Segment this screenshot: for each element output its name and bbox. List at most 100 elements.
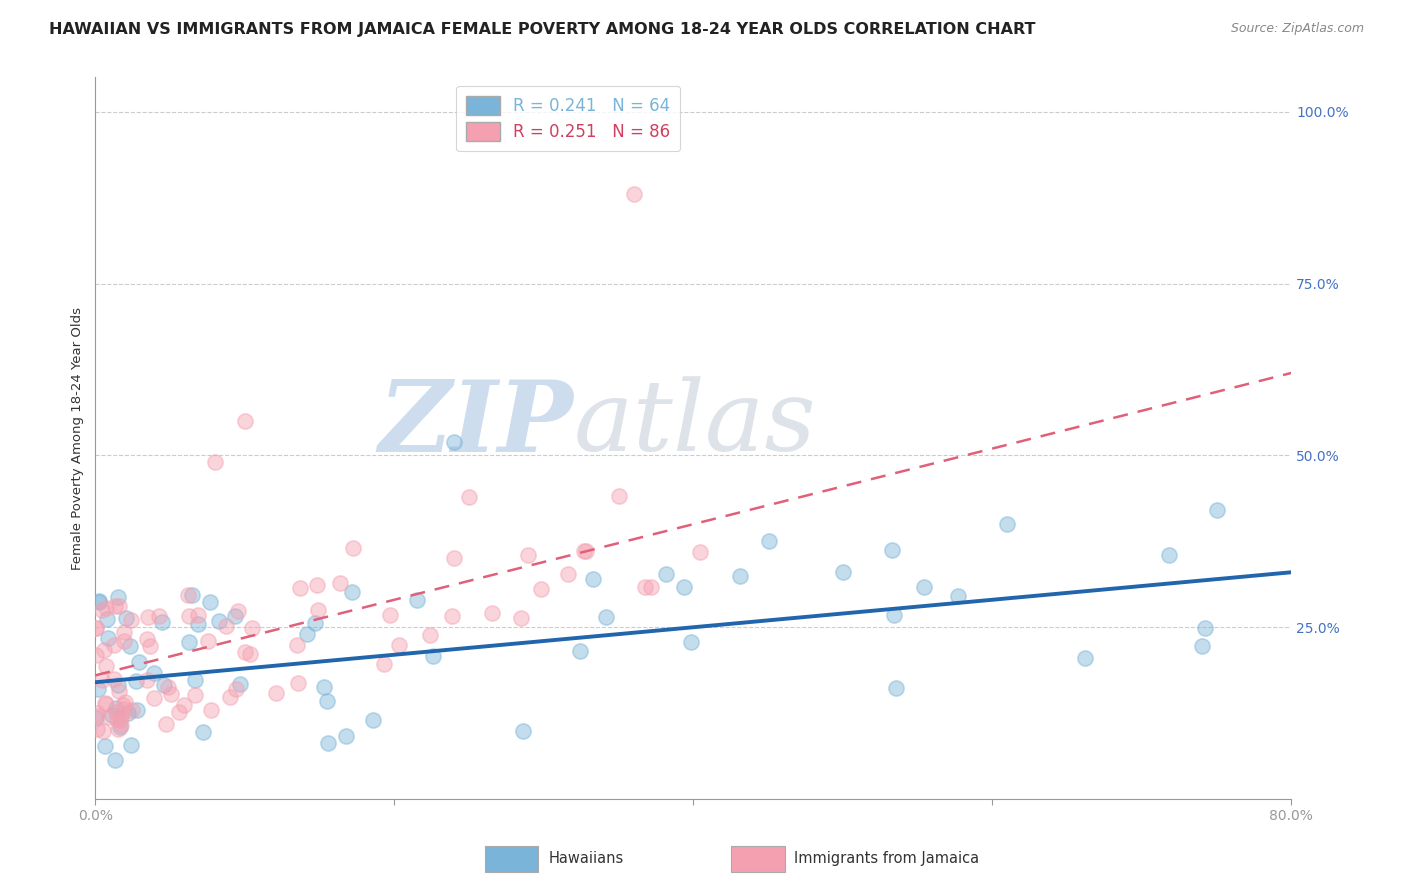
Point [104, 701, 127, 715]
Point [84, 709, 107, 723]
Point [84, 621, 107, 635]
Point [96, 612, 118, 626]
Point [121, 703, 143, 717]
Point [91, 673, 114, 687]
Point [679, 634, 702, 648]
Point [884, 681, 907, 695]
Point [204, 455, 226, 469]
Point [97, 631, 120, 645]
Legend: R = 0.241   N = 64, R = 0.251   N = 86: R = 0.241 N = 64, R = 0.251 N = 86 [457, 86, 681, 151]
Point [110, 718, 132, 732]
Point [110, 709, 132, 723]
Point [84, 648, 107, 662]
Point [179, 635, 201, 649]
Point [160, 687, 183, 701]
Point [312, 680, 335, 694]
Point [153, 678, 176, 692]
Point [946, 589, 969, 603]
Point [200, 595, 222, 609]
Point [510, 610, 533, 624]
Point [215, 618, 238, 632]
Y-axis label: Female Poverty Among 18-24 Year Olds: Female Poverty Among 18-24 Year Olds [72, 307, 84, 570]
Point [654, 566, 676, 581]
Point [361, 713, 384, 727]
Point [623, 187, 645, 202]
Point [419, 628, 441, 642]
Point [831, 566, 853, 580]
Text: Hawaiians: Hawaiians [548, 852, 624, 866]
Point [103, 638, 125, 652]
Point [112, 625, 135, 640]
Point [640, 580, 662, 594]
Point [517, 548, 540, 562]
Point [233, 645, 256, 659]
Point [335, 729, 357, 743]
Point [157, 680, 180, 694]
Point [183, 689, 205, 703]
Point [240, 621, 263, 635]
Point [530, 582, 553, 597]
Point [288, 581, 311, 595]
Point [136, 673, 159, 687]
Point [127, 703, 149, 717]
Point [93, 642, 115, 657]
Point [108, 720, 131, 734]
Point [575, 543, 598, 558]
Point [373, 657, 395, 671]
Point [228, 677, 250, 691]
Point [1205, 503, 1227, 517]
Point [673, 580, 696, 594]
Point [187, 616, 209, 631]
Point [114, 702, 136, 716]
Point [136, 632, 159, 646]
Point [139, 639, 162, 653]
Point [150, 615, 173, 630]
Point [1194, 621, 1216, 635]
Point [97, 709, 120, 723]
Point [388, 638, 411, 652]
Text: HAWAIIAN VS IMMIGRANTS FROM JAMAICA FEMALE POVERTY AMONG 18-24 YEAR OLDS CORRELA: HAWAIIAN VS IMMIGRANTS FROM JAMAICA FEMA… [49, 22, 1036, 37]
Text: ZIP: ZIP [378, 376, 574, 472]
Point [224, 609, 246, 624]
Point [264, 686, 287, 700]
Point [689, 545, 711, 559]
Point [108, 713, 131, 727]
Point [568, 643, 591, 657]
Point [86, 722, 108, 736]
Point [173, 698, 195, 712]
Point [883, 608, 905, 623]
Point [120, 738, 142, 752]
Point [155, 717, 177, 731]
Point [1191, 639, 1213, 653]
Point [441, 608, 464, 623]
Point [225, 681, 247, 696]
Point [111, 698, 134, 712]
Point [607, 489, 630, 503]
Point [285, 638, 308, 652]
Point [581, 572, 603, 586]
Point [103, 673, 125, 687]
Point [197, 634, 219, 648]
Point [107, 599, 129, 614]
Point [512, 723, 534, 738]
Point [634, 580, 657, 594]
Point [143, 691, 166, 706]
Point [120, 613, 142, 627]
Text: Source: ZipAtlas.com: Source: ZipAtlas.com [1230, 22, 1364, 36]
Point [882, 543, 904, 558]
Point [86, 621, 108, 635]
Point [143, 665, 166, 680]
Point [340, 584, 363, 599]
Point [912, 580, 935, 594]
Point [104, 753, 127, 767]
Point [101, 707, 124, 722]
Point [128, 655, 150, 669]
Point [1157, 548, 1180, 562]
Point [728, 569, 751, 583]
Point [295, 627, 318, 641]
Point [406, 592, 429, 607]
Text: atlas: atlas [574, 376, 817, 472]
Point [307, 603, 329, 617]
Point [329, 576, 352, 591]
Point [103, 599, 125, 614]
